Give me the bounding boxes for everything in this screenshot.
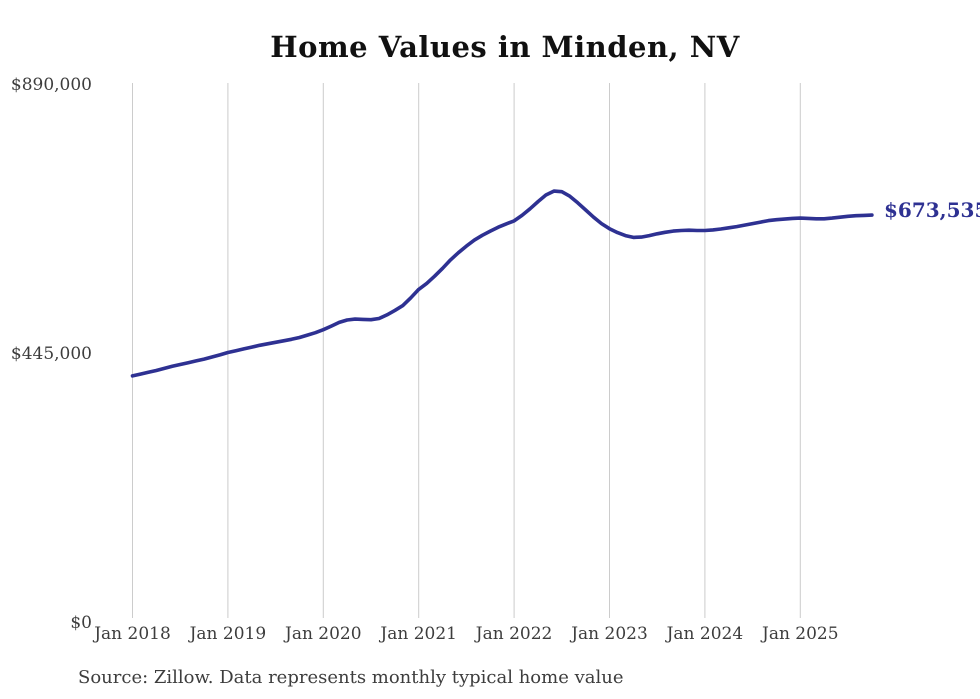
- y-axis-label-445000: $445,000: [10, 344, 92, 364]
- x-axis-label-jan-2020: Jan 2020: [285, 624, 362, 644]
- x-axis-label-jan-2022: Jan 2022: [475, 624, 553, 644]
- x-axis-label-jan-2025: Jan 2025: [762, 624, 839, 644]
- y-axis-label-0: $0: [70, 613, 92, 633]
- y-axis-label-890000: $890,000: [10, 75, 92, 95]
- x-axis-label-jan-2021: Jan 2021: [380, 624, 457, 644]
- source-note: Source: Zillow. Data represents monthly …: [78, 667, 624, 688]
- x-axis-label-jan-2018: Jan 2018: [94, 624, 171, 644]
- trend-line: [130, 189, 874, 378]
- x-axis-label-jan-2023: Jan 2023: [571, 624, 648, 644]
- chart-title: Home Values in Minden, NV: [270, 30, 740, 64]
- gridlines: [132, 83, 801, 618]
- x-axis-label-jan-2019: Jan 2019: [189, 624, 267, 644]
- end-value-label: $673,535: [884, 198, 980, 222]
- x-axis-label-jan-2024: Jan 2024: [666, 624, 744, 644]
